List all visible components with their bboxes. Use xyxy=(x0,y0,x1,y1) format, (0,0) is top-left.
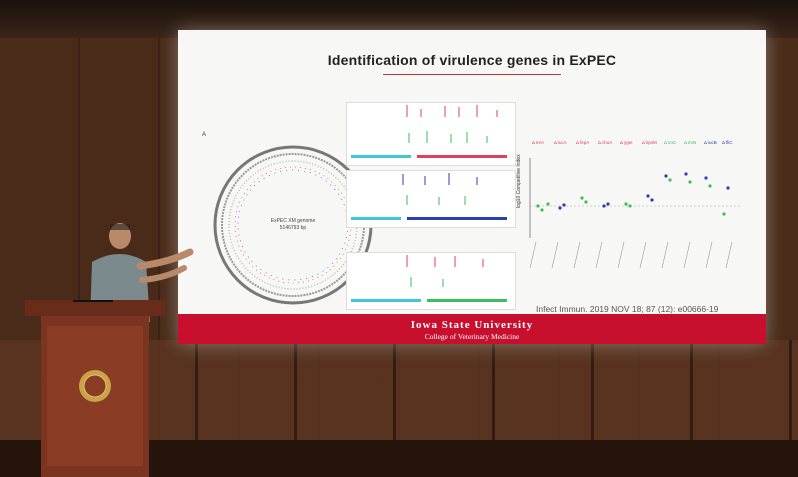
genome-label: ExPEC XM genome xyxy=(271,218,316,224)
svg-text:Δ chuA: Δ chuA xyxy=(598,140,612,145)
genome-size: 5146793 bp xyxy=(280,225,307,231)
ci-points xyxy=(536,172,730,216)
track-panel-d: D xyxy=(346,252,516,310)
citation: Infect Immun. 2019 NOV 18; 87 (12): e006… xyxy=(536,304,719,314)
slide-title: Identification of virulence genes in ExP… xyxy=(327,52,617,68)
red-tracks xyxy=(406,105,498,117)
panel-letter-a: A xyxy=(202,132,206,138)
footer-college: College of Veterinary Medicine xyxy=(424,332,520,341)
ci-axis-label: log10 Competitive Index xyxy=(516,154,522,208)
svg-text:Δ fliC: Δ fliC xyxy=(722,140,733,145)
projection-screen: Identification of virulence genes in ExP… xyxy=(178,30,766,344)
x-tick-labels xyxy=(529,241,733,269)
gene-labels: Δ ireA Δ iucA Δ fepA Δ chuA Δ ygeI Δ kps… xyxy=(532,140,733,145)
svg-text:Δ iucA: Δ iucA xyxy=(554,140,567,145)
svg-text:Δ ireA: Δ ireA xyxy=(532,140,544,145)
track-panel-c: C xyxy=(346,170,516,228)
title-underline xyxy=(383,74,561,75)
footer-university: Iowa State University xyxy=(410,319,534,331)
svg-text:Δ iroC: Δ iroC xyxy=(664,140,677,145)
competitive-index-plot: log10 Competitive Index Δ ireA Δ iucA Δ … xyxy=(516,140,740,269)
track-panel-b: B xyxy=(346,102,516,166)
svg-text:Δ kpsM: Δ kpsM xyxy=(642,140,657,145)
footer-bar xyxy=(178,314,766,344)
podium xyxy=(25,300,165,477)
svg-text:Δ iroN: Δ iroN xyxy=(684,140,696,145)
svg-text:Δ fepA: Δ fepA xyxy=(576,140,589,145)
svg-text:Δ iucB: Δ iucB xyxy=(704,140,717,145)
svg-text:Δ ygeI: Δ ygeI xyxy=(620,140,633,145)
green-tracks xyxy=(408,131,488,143)
